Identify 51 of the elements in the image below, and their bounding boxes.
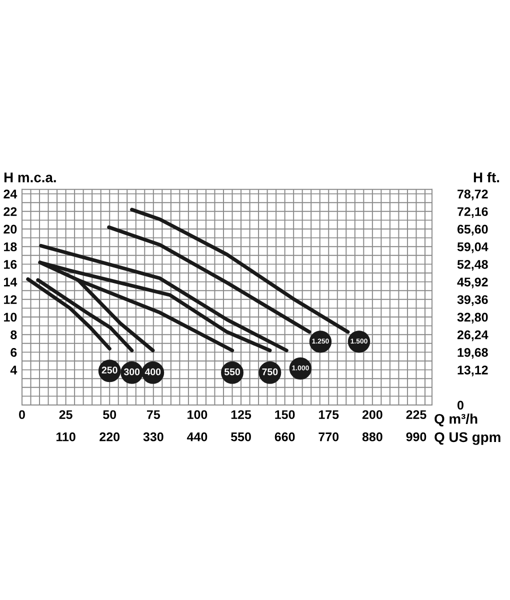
x2-tick-label: 990 — [406, 432, 426, 442]
x-tick-label: 75 — [146, 410, 160, 420]
y2-tick-label: 78,72 — [458, 190, 488, 200]
x-tick-label: 200 — [362, 410, 382, 420]
x2-axis-title: Q US gpm — [434, 432, 500, 445]
legend-label: 550 — [224, 368, 240, 376]
x2-tick-label: 220 — [100, 432, 120, 442]
x-tick-label: 175 — [318, 410, 339, 420]
y2-tick-label: 65,60 — [457, 224, 488, 236]
y-tick-label: 8 — [10, 330, 17, 340]
x2-tick-label: 660 — [274, 432, 295, 442]
y2-axis-title: H ft. — [474, 172, 500, 182]
x2-tick-label: 770 — [318, 432, 339, 442]
x-tick-label: 50 — [103, 410, 116, 420]
y2-tick-label: 59,04 — [457, 242, 488, 254]
y-tick-label: 24 — [4, 190, 18, 198]
legend-label: 300 — [124, 368, 140, 376]
y2-tick-label: 13,12 — [458, 366, 488, 376]
y2-tick-label: 0 — [457, 400, 464, 410]
y-tick-label: 22 — [4, 207, 17, 216]
y-tick-label: 12 — [4, 295, 17, 304]
x-tick-label: 25 — [59, 410, 72, 420]
y-tick-label: 16 — [4, 260, 17, 269]
x-tick-label: 125 — [231, 410, 252, 420]
x-tick-label: 0 — [19, 410, 25, 420]
x2-tick-label: 330 — [143, 432, 164, 442]
y-tick-label: 14 — [4, 278, 18, 286]
legend-label: 750 — [262, 368, 278, 376]
y-tick-label: 20 — [4, 224, 17, 234]
x-tick-label: 150 — [275, 410, 295, 420]
legend-label: 250 — [102, 366, 118, 374]
y-tick-label: 6 — [10, 348, 17, 357]
y2-tick-label: 52,48 — [457, 260, 488, 271]
y-axis-title: H m.c.a. — [4, 172, 56, 182]
x2-tick-label: 440 — [186, 432, 208, 442]
y-tick-label: 10 — [4, 312, 17, 322]
x-axis-title: Q m³/h — [434, 414, 478, 426]
y2-tick-label: 19,68 — [458, 348, 488, 359]
x2-tick-label: 110 — [56, 432, 76, 442]
x-tick-label: 100 — [188, 410, 208, 420]
x-tick-label: 225 — [406, 410, 426, 420]
y2-tick-label: 26,24 — [457, 330, 488, 342]
y2-tick-label: 45,92 — [457, 278, 488, 288]
y2-tick-label: 39,36 — [457, 295, 488, 306]
y2-tick-label: 32,80 — [457, 312, 488, 324]
y-tick-label: 18 — [4, 242, 17, 252]
y2-tick-label: 72,16 — [458, 207, 488, 218]
x2-tick-label: 880 — [362, 432, 382, 442]
x2-tick-label: 550 — [230, 432, 251, 442]
text: 400 — [144, 368, 161, 376]
y-tick-label: 4 — [10, 366, 18, 374]
